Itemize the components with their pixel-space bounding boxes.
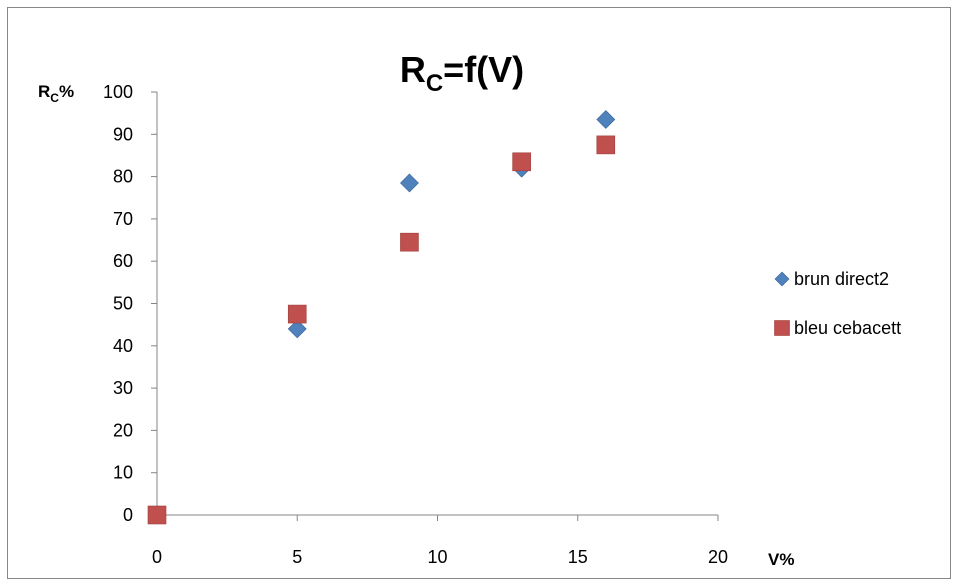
- legend-marker: [774, 320, 790, 336]
- data-point-diamond: [596, 110, 616, 129]
- x-axis-title: V%: [768, 550, 794, 569]
- data-point-square: [147, 505, 167, 525]
- legend-marker: [774, 271, 790, 287]
- y-axis-title-rest: %: [59, 82, 74, 101]
- x-tick-label: 15: [568, 547, 588, 567]
- legend-item: brun direct2: [774, 269, 889, 289]
- y-tick-label: 50: [113, 294, 133, 314]
- data-point-square: [400, 232, 419, 252]
- legend-item: bleu cebacett: [774, 318, 901, 338]
- y-tick-label: 20: [113, 420, 133, 440]
- y-tick-label: 30: [113, 378, 133, 398]
- y-tick-label: 60: [113, 251, 133, 271]
- y-tick-label: 80: [113, 167, 133, 187]
- chart-title: RC=f(V): [400, 49, 524, 97]
- x-tick-label: 20: [708, 547, 728, 567]
- x-tick-label: 10: [427, 547, 447, 567]
- chart-title-rest: =f(V): [443, 49, 524, 90]
- legend-label: brun direct2: [794, 269, 889, 289]
- x-tick-label: 0: [152, 547, 162, 567]
- data-point-square: [512, 152, 531, 172]
- data-point-square: [596, 135, 616, 155]
- chart-title-main: R: [400, 49, 426, 90]
- y-tick-label: 100: [103, 82, 133, 102]
- data-point-diamond: [400, 173, 419, 193]
- data-point-square: [287, 304, 307, 324]
- data-point-diamond: [287, 319, 307, 339]
- y-axis-title: RC%: [38, 82, 74, 105]
- x-tick-labels: 0 5 10 15 20: [152, 547, 728, 567]
- axes: [151, 91, 719, 521]
- y-tick-label: 10: [113, 463, 133, 483]
- y-tick-label: 70: [113, 209, 133, 229]
- series-bleu-cebacett: [147, 135, 616, 525]
- y-tick-label: 40: [113, 336, 133, 356]
- legend-label: bleu cebacett: [794, 318, 901, 338]
- legend: brun direct2 bleu cebacett: [774, 269, 901, 338]
- chart-area: [7, 7, 951, 579]
- series-brun-direct2: [147, 110, 616, 525]
- y-axis-title-subscript: C: [50, 91, 59, 105]
- y-tick-labels: 0 10 20 30 40 50 60 70 80 90 100: [103, 82, 133, 525]
- y-tick-label: 0: [123, 505, 133, 525]
- x-tick-label: 5: [292, 547, 302, 567]
- chart-title-subscript: C: [426, 70, 443, 97]
- y-axis-title-main: R: [38, 82, 50, 101]
- y-tick-label: 90: [113, 124, 133, 144]
- data-points: [147, 110, 616, 525]
